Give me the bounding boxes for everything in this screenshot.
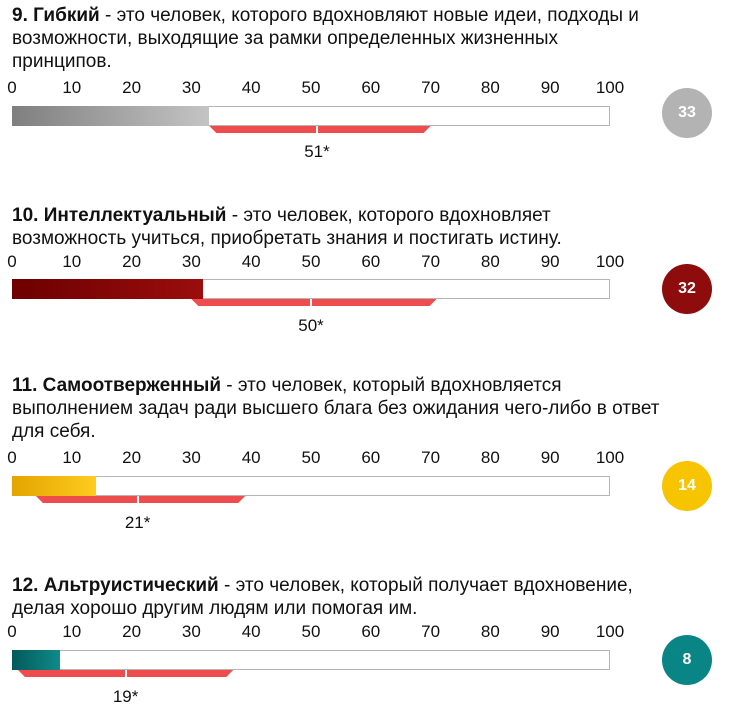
tick-label: 90 [540, 448, 560, 467]
tick-label: 70 [421, 78, 441, 97]
trait-description: 12. Альтруистический - это человек, кото… [12, 574, 662, 620]
trait-description: 11. Самоотверженный - это человек, котор… [12, 374, 662, 443]
score-circle: 33 [662, 88, 712, 138]
trait-name: 10. Интеллектуальный [12, 205, 227, 226]
tick-label: 30 [181, 252, 201, 271]
tick-label: 60 [361, 252, 381, 271]
average-range-bar [36, 496, 245, 503]
tick-label: 50 [301, 78, 321, 97]
tick-label: 50 [301, 448, 321, 467]
trait-name: 9. Гибкий [12, 5, 100, 26]
tick-label: 50 [301, 622, 321, 641]
tick-label: 30 [181, 448, 201, 467]
tick-label: 100 [595, 78, 625, 97]
average-marker [310, 299, 312, 307]
tick-label: 10 [62, 78, 82, 97]
score-circle: 14 [662, 461, 712, 511]
bar-track [12, 650, 610, 670]
tick-label: 100 [595, 622, 625, 641]
tick-label: 20 [122, 448, 142, 467]
tick-label: 10 [62, 252, 82, 271]
tick-label: 30 [181, 622, 201, 641]
tick-label: 50 [301, 252, 321, 271]
average-label: 50* [298, 316, 324, 335]
average-label: 51* [304, 142, 330, 161]
tick-label: 80 [480, 622, 500, 641]
axis-tick-labels: 0 10 20 30 40 50 60 70 80 90 100 [0, 78, 640, 98]
tick-label: 90 [540, 252, 560, 271]
axis-tick-labels: 0 10 20 30 40 50 60 70 80 90 100 [0, 448, 640, 468]
trait-description: 10. Интеллектуальный - это человек, кото… [12, 204, 662, 250]
tick-label: 40 [241, 622, 261, 641]
trait-definition: - это человек, который вдохновляется вып… [12, 375, 660, 442]
tick-label: 10 [62, 622, 82, 641]
trait-description: 9. Гибкий - это человек, которого вдохно… [12, 4, 662, 73]
tick-label: 90 [540, 622, 560, 641]
trait-definition: - это человек, которого вдохновляют новы… [12, 5, 639, 72]
average-range-bar [209, 126, 430, 133]
tick-label: 0 [7, 622, 17, 641]
tick-label: 10 [62, 448, 82, 467]
average-marker [136, 496, 139, 504]
tick-label: 70 [421, 622, 441, 641]
score-bar [12, 106, 210, 126]
tick-label: 60 [361, 622, 381, 641]
axis-tick-labels: 0 10 20 30 40 50 60 70 80 90 100 [0, 252, 640, 272]
tick-label: 40 [241, 252, 261, 271]
tick-label: 0 [7, 78, 17, 97]
trait-definition: - это человек, которого вдохновляет возм… [12, 205, 562, 249]
tick-label: 100 [595, 448, 625, 467]
tick-label: 90 [540, 78, 560, 97]
tick-label: 0 [7, 252, 17, 271]
tick-label: 40 [241, 448, 261, 467]
trait-name: 11. Самоотверженный [12, 375, 222, 396]
score-bar [12, 476, 96, 496]
score-circle: 32 [662, 264, 712, 314]
average-range-bar [191, 299, 436, 306]
average-marker [315, 126, 318, 134]
average-marker [124, 670, 127, 678]
tick-label: 40 [241, 78, 261, 97]
trait-name: 12. Альтруистический [12, 575, 219, 596]
average-label: 21* [124, 513, 151, 532]
tick-label: 20 [122, 78, 142, 97]
tick-label: 70 [421, 252, 441, 271]
trait-definition: - это человек, который получает вдохнове… [12, 575, 633, 619]
average-label: 19* [112, 687, 139, 706]
tick-label: 30 [181, 78, 201, 97]
tick-label: 100 [595, 252, 625, 271]
tick-label: 20 [122, 622, 142, 641]
tick-label: 70 [421, 448, 441, 467]
tick-label: 60 [361, 448, 381, 467]
axis-tick-labels: 0 10 20 30 40 50 60 70 80 90 100 [0, 622, 640, 642]
tick-label: 80 [480, 78, 500, 97]
bar-track [12, 476, 610, 496]
score-bar [12, 650, 60, 670]
score-circle: 8 [662, 635, 712, 685]
tick-label: 60 [361, 78, 381, 97]
tick-label: 80 [480, 448, 500, 467]
tick-label: 80 [480, 252, 500, 271]
score-bar [12, 279, 204, 299]
tick-label: 0 [7, 448, 17, 467]
tick-label: 20 [122, 252, 142, 271]
